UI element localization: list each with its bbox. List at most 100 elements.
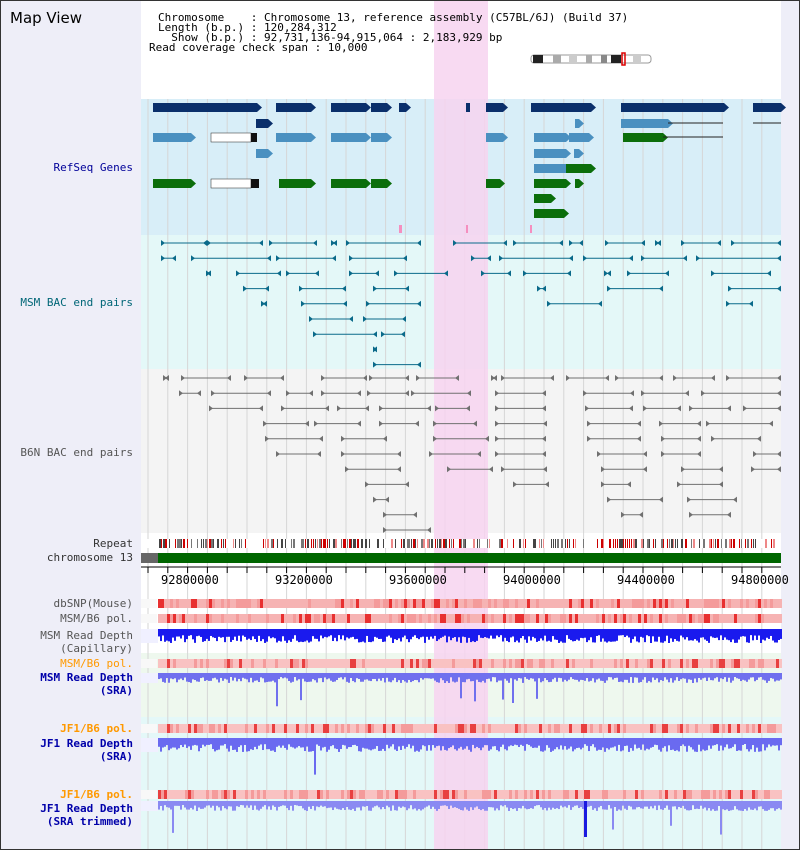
repeat-element[interactable]: [329, 539, 330, 548]
repeat-element[interactable]: [211, 539, 213, 548]
repeat-element[interactable]: [745, 539, 746, 548]
repeat-element[interactable]: [333, 539, 335, 548]
track-label-repeat[interactable]: Repeat: [93, 537, 133, 550]
repeat-element[interactable]: [417, 539, 418, 548]
repeat-element[interactable]: [273, 539, 274, 548]
repeat-element[interactable]: [267, 539, 269, 548]
repeat-element[interactable]: [465, 539, 466, 548]
repeat-element[interactable]: [351, 539, 352, 548]
track-label-b6n-bac[interactable]: B6N BAC end pairs: [20, 446, 133, 459]
repeat-element[interactable]: [277, 539, 278, 548]
repeat-element[interactable]: [501, 539, 503, 548]
repeat-element[interactable]: [499, 539, 501, 548]
repeat-element[interactable]: [739, 539, 740, 548]
repeat-element[interactable]: [435, 539, 436, 548]
repeat-element[interactable]: [431, 539, 433, 548]
repeat-element[interactable]: [161, 539, 162, 548]
gene-exon[interactable]: [623, 133, 641, 142]
repeat-element[interactable]: [263, 539, 264, 548]
gene-exon[interactable]: [251, 133, 257, 142]
repeat-element[interactable]: [609, 539, 611, 548]
repeat-element[interactable]: [633, 539, 635, 548]
repeat-element[interactable]: [175, 539, 176, 548]
repeat-element[interactable]: [685, 539, 687, 548]
repeat-element[interactable]: [463, 539, 465, 548]
repeat-element[interactable]: [713, 539, 714, 548]
repeat-element[interactable]: [413, 539, 415, 548]
gene-exon[interactable]: [641, 133, 663, 142]
gene-exon[interactable]: [210, 132, 252, 143]
repeat-element[interactable]: [313, 539, 314, 548]
repeat-element[interactable]: [205, 539, 207, 548]
repeat-element[interactable]: [677, 539, 678, 548]
repeat-element[interactable]: [721, 539, 722, 548]
gene-exon[interactable]: [279, 179, 311, 188]
repeat-element[interactable]: [613, 539, 614, 548]
repeat-element[interactable]: [629, 539, 630, 548]
repeat-element[interactable]: [451, 539, 452, 548]
repeat-element[interactable]: [235, 539, 236, 548]
repeat-element[interactable]: [755, 539, 756, 548]
repeat-element[interactable]: [239, 539, 240, 548]
signal-tracks[interactable]: [141, 599, 782, 837]
repeat-element[interactable]: [265, 539, 266, 548]
gene-exon[interactable]: [566, 164, 591, 173]
repeat-element[interactable]: [675, 539, 676, 548]
repeat-element[interactable]: [663, 539, 664, 548]
repeat-element[interactable]: [403, 539, 405, 548]
repeat-element[interactable]: [621, 539, 623, 548]
repeat-element[interactable]: [221, 539, 222, 548]
repeat-element[interactable]: [617, 539, 618, 548]
track-label-msm-depth-sra[interactable]: MSM Read Depth: [40, 671, 133, 684]
repeat-element[interactable]: [323, 539, 325, 548]
repeat-element[interactable]: [319, 539, 321, 548]
repeat-element[interactable]: [209, 539, 211, 548]
repeat-element[interactable]: [343, 539, 345, 548]
repeat-element[interactable]: [765, 539, 767, 548]
repeat-element[interactable]: [661, 539, 663, 548]
repeat-element[interactable]: [525, 539, 526, 548]
refseq-gene-layer[interactable]: [153, 103, 786, 233]
gene-exon[interactable]: [371, 179, 387, 188]
repeat-element[interactable]: [349, 539, 351, 548]
gene-exon[interactable]: [153, 103, 246, 112]
repeat-element[interactable]: [461, 539, 462, 548]
gene-exon[interactable]: [210, 178, 252, 189]
repeat-element[interactable]: [703, 539, 705, 548]
gene-exon[interactable]: [153, 133, 191, 142]
gene-exon[interactable]: [251, 179, 259, 188]
chromosome-track[interactable]: [141, 553, 781, 563]
repeat-element[interactable]: [747, 539, 749, 548]
repeat-element[interactable]: [543, 539, 544, 548]
repeat-element[interactable]: [301, 539, 303, 548]
repeat-element[interactable]: [625, 539, 626, 548]
gene-exon[interactable]: [256, 149, 268, 158]
repeat-element[interactable]: [409, 539, 410, 548]
gene-exon[interactable]: [331, 103, 366, 112]
gene-exon[interactable]: [153, 179, 191, 188]
repeat-element[interactable]: [631, 539, 632, 548]
repeat-element[interactable]: [569, 539, 570, 548]
repeat-element[interactable]: [641, 539, 643, 548]
repeat-element[interactable]: [751, 539, 752, 548]
b6n-bac-layer[interactable]: [163, 375, 781, 549]
repeat-element[interactable]: [575, 539, 576, 548]
gene-exon[interactable]: [534, 209, 564, 218]
repeat-element[interactable]: [551, 539, 552, 548]
gene-exon[interactable]: [209, 103, 257, 112]
repeat-element[interactable]: [179, 539, 181, 548]
repeat-element[interactable]: [357, 539, 359, 548]
repeat-element[interactable]: [327, 539, 328, 548]
repeat-element[interactable]: [513, 539, 514, 548]
repeat-element[interactable]: [669, 539, 670, 548]
repeat-element[interactable]: [169, 539, 170, 548]
gene-exon[interactable]: [534, 149, 566, 158]
selected-region-highlight[interactable]: [434, 1, 488, 849]
repeat-element[interactable]: [355, 539, 356, 548]
repeat-element[interactable]: [437, 539, 438, 548]
repeat-element[interactable]: [753, 539, 754, 548]
repeat-element[interactable]: [225, 539, 226, 548]
track-label-dbsnp[interactable]: dbSNP(Mouse): [53, 597, 133, 610]
repeat-element[interactable]: [557, 539, 559, 548]
repeat-element[interactable]: [541, 539, 542, 548]
